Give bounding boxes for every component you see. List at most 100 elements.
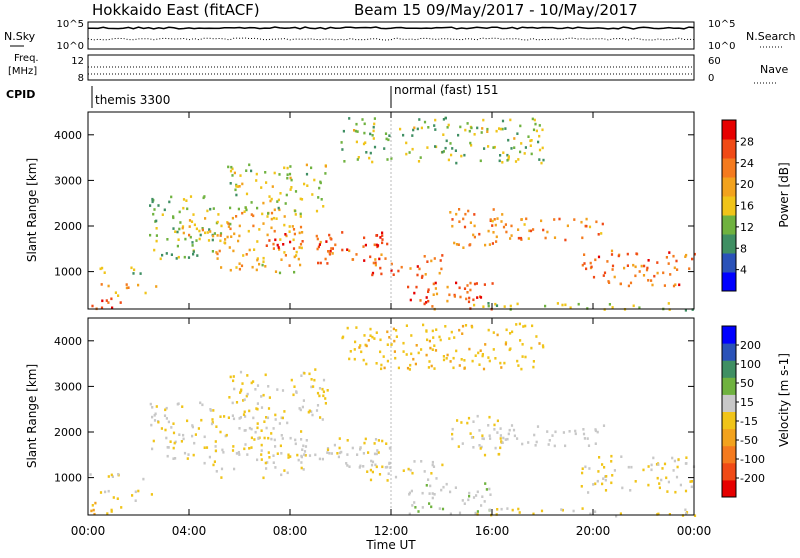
x-axis-ticks: 00:00 04:00 08:00 12:00 16:00 20:00 00:00 [71, 112, 711, 538]
heatmap-cell [413, 126, 416, 130]
heatmap-cell [330, 247, 333, 250]
heatmap-cell [492, 331, 495, 334]
heatmap-cell [425, 353, 428, 357]
heatmap-cell [362, 142, 366, 146]
heatmap-cell [256, 458, 259, 462]
heatmap-cell [226, 235, 229, 239]
heatmap-cell [283, 166, 286, 170]
heatmap-cell [235, 193, 238, 197]
heatmap-cell [168, 200, 171, 204]
heatmap-cell [348, 357, 351, 361]
heatmap-cell [232, 375, 235, 378]
heatmap-cell [487, 229, 490, 233]
heatmap-cell [415, 344, 418, 347]
heatmap-cell [276, 452, 279, 455]
heatmap-cell [501, 161, 504, 164]
heatmap-cell [374, 438, 378, 441]
heatmap-cell [568, 430, 571, 433]
heatmap-cell [449, 512, 452, 516]
heatmap-cell [371, 335, 374, 339]
heatmap-cell [205, 446, 209, 449]
heatmap-cell [532, 128, 536, 132]
heatmap-cell [626, 264, 629, 267]
heatmap-cell [667, 302, 670, 305]
heatmap-cell [151, 447, 154, 451]
heatmap-cell [506, 153, 509, 157]
heatmap-cell [634, 265, 637, 269]
heatmap-cell [281, 389, 285, 392]
heatmap-cell [314, 368, 317, 371]
heatmap-cell [467, 416, 471, 420]
heatmap-cell [272, 247, 275, 250]
heatmap-cell [375, 465, 378, 469]
heatmap-cell [623, 266, 626, 270]
colorbar-segment [722, 272, 736, 292]
heatmap-cell [192, 453, 195, 457]
heatmap-cell [215, 470, 218, 473]
heatmap-cell [289, 165, 292, 168]
heatmap-cell [302, 468, 305, 471]
heatmap-cell [212, 207, 215, 210]
heatmap-cell [537, 140, 540, 144]
heatmap-cell [303, 450, 307, 453]
heatmap-cell [465, 297, 468, 301]
heatmap-cell [425, 296, 428, 299]
heatmap-cell [341, 231, 344, 234]
heatmap-cell [193, 223, 196, 227]
heatmap-cell [365, 362, 368, 366]
heatmap-cell [329, 236, 332, 240]
heatmap-cell [371, 460, 375, 464]
heatmap-cell [319, 416, 322, 419]
heatmap-cell [466, 284, 469, 287]
heatmap-cell [293, 385, 296, 388]
heatmap-cell [293, 232, 296, 236]
heatmap-cell [617, 254, 620, 258]
heatmap-cell [510, 224, 513, 228]
heatmap-cell [551, 434, 554, 437]
heatmap-cell [319, 240, 322, 244]
heatmap-cell [610, 249, 614, 253]
colorbar-tick-label: 16 [740, 200, 754, 213]
heatmap-cell [416, 127, 419, 131]
heatmap-cell [487, 356, 490, 359]
heatmap-cell [472, 496, 476, 499]
heatmap-cell [584, 465, 587, 469]
heatmap-cell [278, 422, 281, 425]
heatmap-cell [279, 238, 282, 241]
heatmap-cell [602, 477, 605, 480]
heatmap-cell [399, 127, 402, 131]
heatmap-cell [462, 217, 465, 221]
heatmap-cell [178, 210, 181, 214]
heatmap-cell [345, 462, 348, 465]
heatmap-cell [362, 465, 365, 468]
heatmap-cell [338, 437, 341, 440]
heatmap-cell [209, 408, 212, 411]
heatmap-cell [589, 512, 592, 516]
heatmap-cell [256, 402, 259, 405]
heatmap-cell [191, 241, 194, 244]
heatmap-cell [478, 444, 481, 447]
heatmap-cell [684, 508, 687, 512]
freq-tick-bottom: 8 [78, 73, 84, 84]
heatmap-cell [182, 198, 186, 201]
heatmap-cell [279, 192, 282, 195]
heatmap-cell [312, 385, 315, 388]
heatmap-cell [245, 169, 248, 172]
heatmap-cell [488, 508, 491, 512]
heatmap-cell [533, 433, 536, 437]
heatmap-cell [530, 346, 533, 350]
heatmap-cell [597, 255, 601, 259]
heatmap-cell [650, 279, 653, 282]
noise-tick-right-top: 10^5 [708, 19, 735, 30]
heatmap-cell [402, 341, 405, 345]
heatmap-cell [241, 211, 244, 215]
heatmap-cell [227, 165, 230, 169]
heatmap-cell [689, 480, 692, 483]
heatmap-cell [117, 294, 120, 297]
heatmap-cell [240, 388, 243, 392]
heatmap-cell [340, 450, 343, 454]
heatmap-cell [159, 257, 162, 261]
heatmap-cell [451, 432, 454, 436]
heatmap-cell [257, 436, 260, 440]
heatmap-cell [268, 195, 271, 198]
